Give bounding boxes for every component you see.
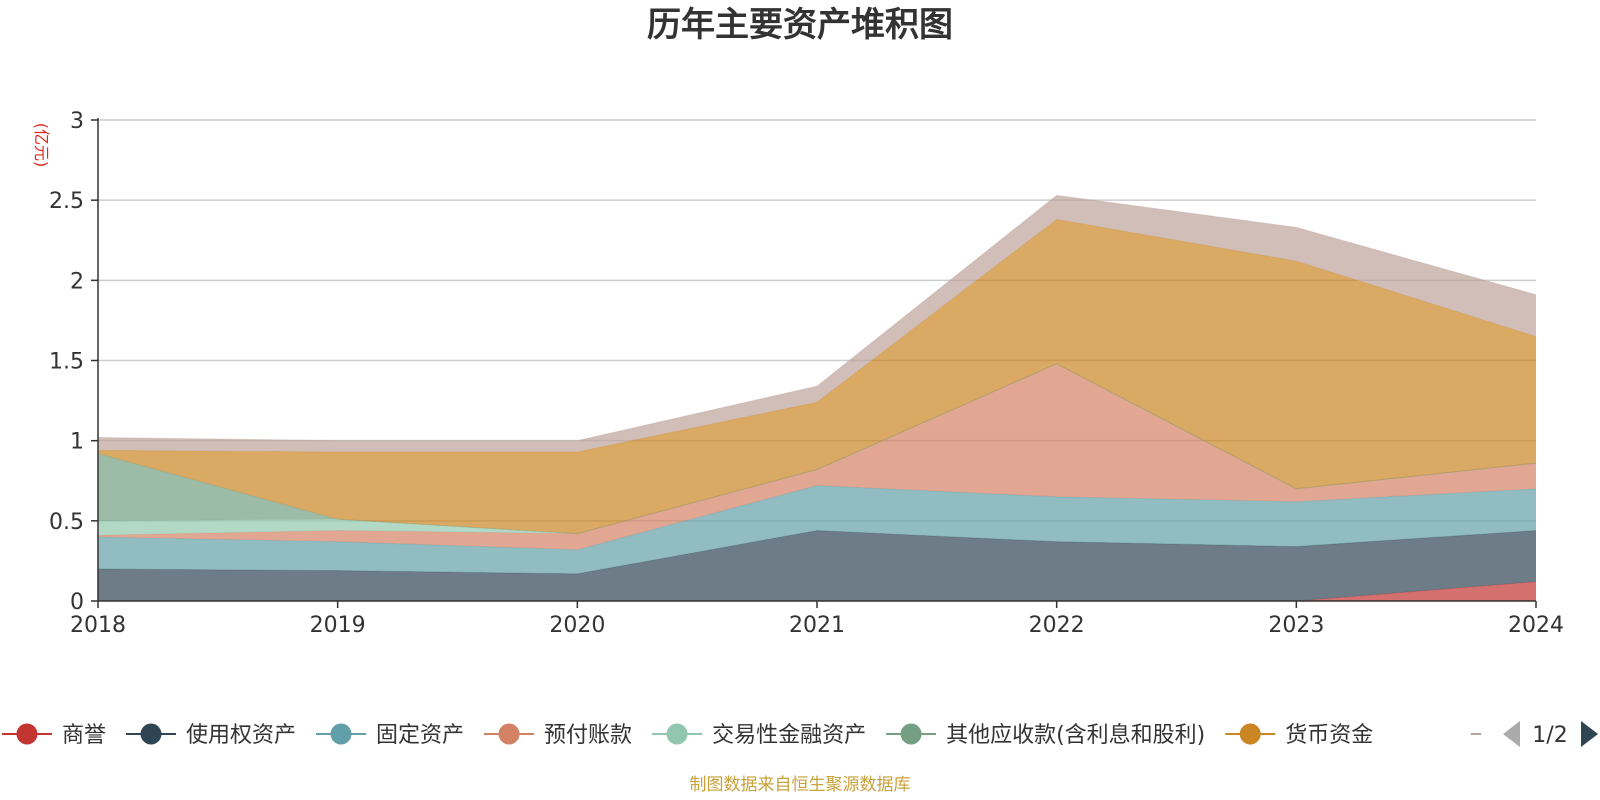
x-tick-label: 2021	[789, 613, 845, 638]
area-series-line-其他	[97, 194, 1537, 442]
y-tick-label: 0	[70, 590, 84, 615]
legend: 商誉 使用权资产 固定资产 预付账款 交易性金融资产 其他应收款(含利息和股利) 货币资金 1…	[2, 721, 1598, 748]
legend-item-预付账款[interactable]: 预付账款	[484, 723, 632, 748]
legend-label: 其他应收款(含利息和股利)	[946, 723, 1205, 748]
legend-circle-icon	[498, 723, 520, 745]
legend-label: 商誉	[62, 723, 106, 748]
legend-item-其他应收款(含利息和股利)[interactable]: 其他应收款(含利息和股利)	[886, 723, 1205, 748]
y-tick-label: 3	[70, 109, 84, 134]
legend-circle-icon	[140, 723, 162, 745]
source-note: 制图数据来自恒生聚源数据库	[690, 775, 911, 795]
legend-item-货币资金[interactable]: 货币资金	[1225, 723, 1373, 748]
legend-label: 交易性金融资产	[712, 723, 866, 748]
y-tick-label: 1.5	[49, 350, 84, 375]
area-series-其他应收款(含利息和股利)	[98, 363, 1536, 534]
area-series-商誉	[98, 581, 1536, 601]
legend-circle-icon	[666, 723, 688, 745]
axes: 0 0.5 1 1.5 2 2.5 3 2018 2019 2020 2021 2022 2023 202…	[49, 109, 1564, 638]
x-tick-label: 2024	[1508, 613, 1564, 638]
x-tick-label: 2019	[310, 613, 366, 638]
y-tick-label: 2.5	[49, 189, 84, 214]
x-tick-label: 2018	[70, 613, 126, 638]
legend-item-使用权资产[interactable]: 使用权资产	[126, 723, 296, 748]
legend-label: 固定资产	[376, 723, 464, 748]
legend-next-page-icon[interactable]	[1581, 721, 1598, 747]
legend-label: 使用权资产	[186, 723, 296, 748]
legend-circle-icon	[900, 723, 922, 745]
y-tick-label: 2	[70, 269, 84, 294]
area-series-使用权资产	[98, 530, 1536, 601]
y-axis-unit-label: (亿元)	[32, 123, 51, 168]
chart-title: 历年主要资产堆积图	[647, 5, 953, 45]
area-series-货币资金	[98, 219, 1536, 534]
area-series-layer	[97, 194, 1537, 602]
area-series-其他	[98, 195, 1536, 452]
legend-label: 货币资金	[1285, 723, 1373, 748]
area-series-固定资产	[98, 485, 1536, 574]
legend-label: 预付账款	[544, 723, 632, 748]
legend-page-indicator: 1/2	[1532, 723, 1567, 748]
x-tick-label: 2023	[1268, 613, 1324, 638]
legend-circle-icon	[330, 723, 352, 745]
y-tick-label: 1	[70, 430, 84, 455]
x-tick-label: 2020	[549, 613, 605, 638]
legend-prev-page-icon[interactable]	[1503, 721, 1520, 747]
x-tick-label: 2022	[1029, 613, 1085, 638]
legend-item-固定资产[interactable]: 固定资产	[316, 723, 464, 748]
legend-circle-icon	[1239, 723, 1261, 745]
legend-item-交易性金融资产[interactable]: 交易性金融资产	[652, 723, 866, 748]
y-tick-label: 0.5	[49, 510, 84, 535]
legend-circle-icon	[16, 723, 38, 745]
legend-item-商誉[interactable]: 商誉	[2, 723, 106, 748]
